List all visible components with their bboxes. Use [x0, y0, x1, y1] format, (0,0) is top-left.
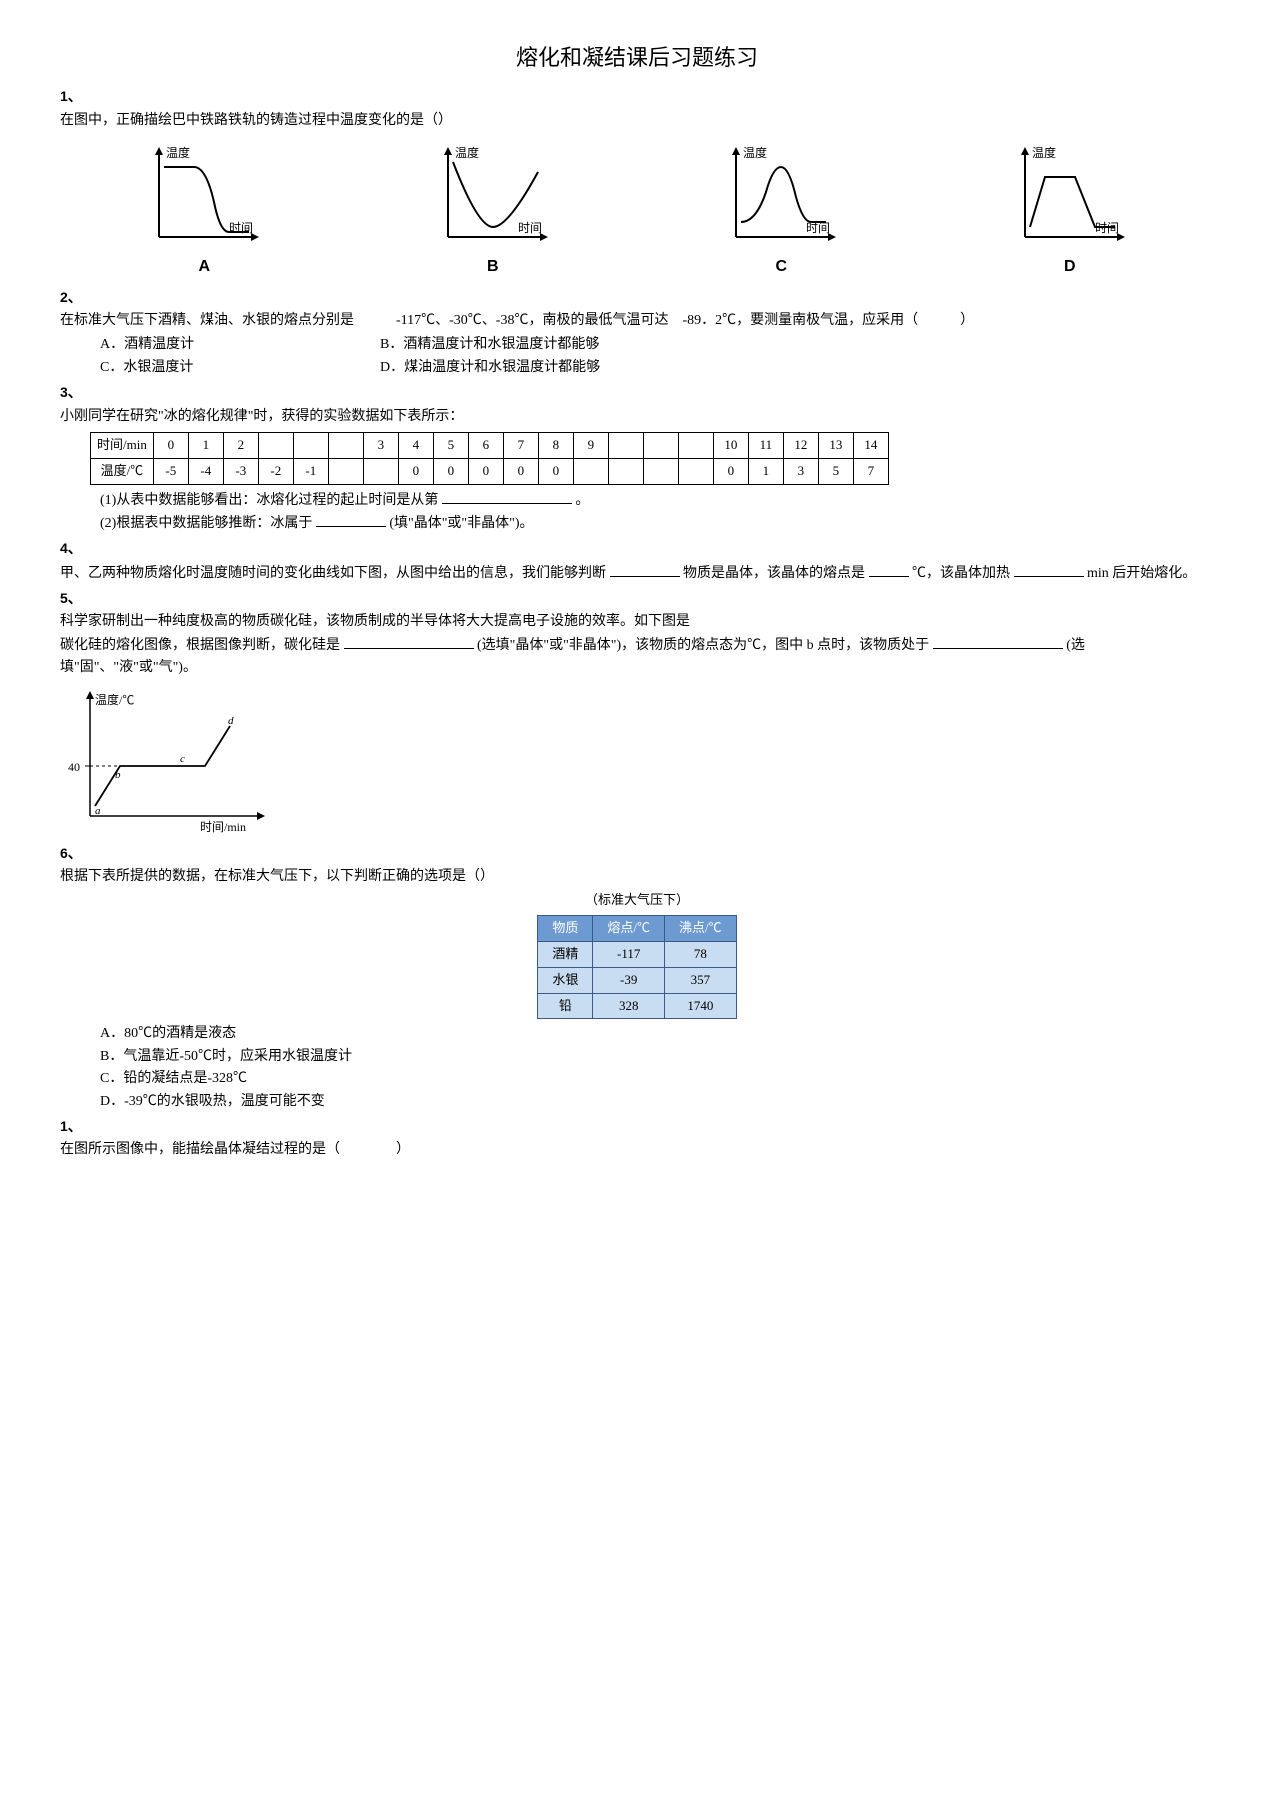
- q5-chart: a b c d 40 温度/℃ 时间/min: [60, 686, 1214, 836]
- q2-opt-d: D．煤油温度计和水银温度计都能够: [380, 357, 640, 379]
- q2-opt-b: B．酒精温度计和水银温度计都能够: [380, 334, 640, 356]
- q5-chart-svg: a b c d 40 温度/℃ 时间/min: [60, 686, 280, 836]
- q5: 5、 科学家研制出一种纯度极高的物质碳化硅，该物质制成的半导体将大大提高电子设施…: [60, 587, 1214, 680]
- q1: 1、 在图中，正确描绘巴中铁路铁轨的铸造过程中温度变化的是（）: [60, 85, 1214, 132]
- q4-num: 4、: [60, 540, 82, 556]
- q2-opt-a: A．酒精温度计: [100, 334, 360, 356]
- q7: 1、 在图所示图像中，能描绘晶体凝结过程的是（ ）: [60, 1115, 1214, 1162]
- ylab-a: 温度: [166, 145, 190, 160]
- q3-r2-label: 温度/℃: [91, 458, 154, 484]
- q6-opt-b: B．气温靠近-50℃时，应采用水银温度计: [100, 1046, 1214, 1068]
- ylab-d: 温度: [1032, 145, 1056, 160]
- q6-opt-c: C．铅的凝结点是-328℃: [100, 1068, 1214, 1090]
- blank[interactable]: [869, 562, 909, 577]
- q4-text2: 物质是晶体，该晶体的熔点是: [683, 566, 865, 581]
- label-c: C: [711, 254, 851, 280]
- q6: 6、 根据下表所提供的数据，在标准大气压下，以下判断正确的选项是（）: [60, 842, 1214, 889]
- q3: 3、 小刚同学在研究"冰的熔化规律"时，获得的实验数据如下表所示：: [60, 381, 1214, 428]
- q4-text3: ℃，该晶体加热: [912, 566, 1010, 581]
- pt-d: d: [228, 715, 234, 727]
- q7-num: 1、: [60, 1118, 82, 1134]
- graph-c-svg: 温度 时间: [711, 142, 851, 252]
- ylab: 温度/℃: [95, 692, 134, 707]
- graph-c: 温度 时间 C: [711, 142, 851, 280]
- q6-options: A．80℃的酒精是液态 B．气温靠近-50℃时，应采用水银温度计 C．铅的凝结点…: [100, 1023, 1214, 1113]
- label-d: D: [1000, 254, 1140, 280]
- q1-num: 1、: [60, 88, 82, 104]
- graph-d: 温度 时间 D: [1000, 142, 1140, 280]
- q2-num: 2、: [60, 289, 82, 305]
- blank[interactable]: [1014, 562, 1084, 577]
- q6-header-row: 物质 熔点/℃ 沸点/℃: [538, 916, 736, 942]
- q5-num: 5、: [60, 590, 82, 606]
- page-title: 熔化和凝结课后习题练习: [60, 40, 1214, 75]
- q2-opt-c: C．水银温度计: [100, 357, 360, 379]
- q2: 2、 在标准大气压下酒精、煤油、水银的熔点分别是 -117℃、-30℃、-38℃…: [60, 286, 1214, 333]
- q6-opt-a: A．80℃的酒精是液态: [100, 1023, 1214, 1045]
- ylab-b: 温度: [455, 145, 479, 160]
- table-row: 铅3281740: [538, 993, 736, 1019]
- q5-text2: 碳化硅的熔化图像，根据图像判断，碳化硅是: [60, 638, 340, 653]
- q3-num: 3、: [60, 384, 82, 400]
- blank[interactable]: [316, 512, 386, 527]
- xlab-d: 时间: [1095, 221, 1119, 235]
- table-row: 酒精-11778: [538, 942, 736, 968]
- xlab-b: 时间: [518, 221, 542, 235]
- graph-b: 温度 时间 B: [423, 142, 563, 280]
- q3-text: 小刚同学在研究"冰的熔化规律"时，获得的实验数据如下表所示：: [60, 409, 463, 424]
- q6-text: 根据下表所提供的数据，在标准大气压下，以下判断正确的选项是（）: [60, 869, 494, 884]
- q6-opt-d: D．-39℃的水银吸热，温度可能不变: [100, 1091, 1214, 1113]
- q1-graphs: 温度 时间 A 温度 时间 B 温度 时间 C: [60, 142, 1214, 280]
- q3-row2: 温度/℃ -5-4-3-2-10000001357: [91, 458, 889, 484]
- pt-c: c: [180, 753, 185, 765]
- q4-text1: 甲、乙两种物质熔化时温度随时间的变化曲线如下图，从图中给出的信息，我们能够判断: [60, 566, 606, 581]
- pt-a: a: [95, 805, 101, 817]
- q3-r1-label: 时间/min: [91, 432, 154, 458]
- q3-row1: 时间/min 01234567891011121314: [91, 432, 889, 458]
- q3-sub1: (1)从表中数据能够看出：冰熔化过程的起止时间是从第 。: [100, 489, 1214, 512]
- q2-text: 在标准大气压下酒精、煤油、水银的熔点分别是 -117℃、-30℃、-38℃，南极…: [60, 313, 974, 328]
- ytick: 40: [68, 760, 80, 774]
- table-row: 水银-39357: [538, 967, 736, 993]
- ylab-c: 温度: [743, 145, 767, 160]
- q1-text: 在图中，正确描绘巴中铁路铁轨的铸造过程中温度变化的是（）: [60, 113, 452, 128]
- label-a: A: [134, 254, 274, 280]
- q5-text1: 科学家研制出一种纯度极高的物质碳化硅，该物质制成的半导体将大大提高电子设施的效率…: [60, 614, 690, 629]
- pt-b: b: [115, 769, 121, 781]
- q3-table: 时间/min 01234567891011121314 温度/℃ -5-4-3-…: [90, 432, 889, 485]
- q2-options: A．酒精温度计 B．酒精温度计和水银温度计都能够: [100, 334, 1214, 356]
- label-b: B: [423, 254, 563, 280]
- xlab-a: 时间: [229, 221, 253, 235]
- q6-caption: （标准大气压下）: [60, 890, 1214, 911]
- blank[interactable]: [344, 634, 474, 649]
- q4: 4、 甲、乙两种物质熔化时温度随时间的变化曲线如下图，从图中给出的信息，我们能够…: [60, 537, 1214, 585]
- q5-text3: (选填"晶体"或"非晶体")，该物质的熔点态为℃，图中 b 点时，该物质处于: [477, 638, 929, 653]
- graph-d-svg: 温度 时间: [1000, 142, 1140, 252]
- xlab: 时间/min: [200, 820, 246, 834]
- graph-a-svg: 温度 时间: [134, 142, 274, 252]
- graph-a: 温度 时间 A: [134, 142, 274, 280]
- q6-num: 6、: [60, 845, 82, 861]
- blank[interactable]: [610, 562, 680, 577]
- blank[interactable]: [442, 489, 572, 504]
- q4-text4: min 后开始熔化。: [1087, 566, 1196, 581]
- graph-b-svg: 温度 时间: [423, 142, 563, 252]
- q7-text: 在图所示图像中，能描绘晶体凝结过程的是（ ）: [60, 1142, 410, 1157]
- q6-table: 物质 熔点/℃ 沸点/℃ 酒精-11778 水银-39357 铅3281740: [537, 915, 736, 1019]
- q3-sub2: (2)根据表中数据能够推断：冰属于 (填"晶体"或"非晶体")。: [100, 512, 1214, 535]
- xlab-c: 时间: [806, 221, 830, 235]
- q2-options-2: C．水银温度计 D．煤油温度计和水银温度计都能够: [100, 357, 1214, 379]
- blank[interactable]: [933, 634, 1063, 649]
